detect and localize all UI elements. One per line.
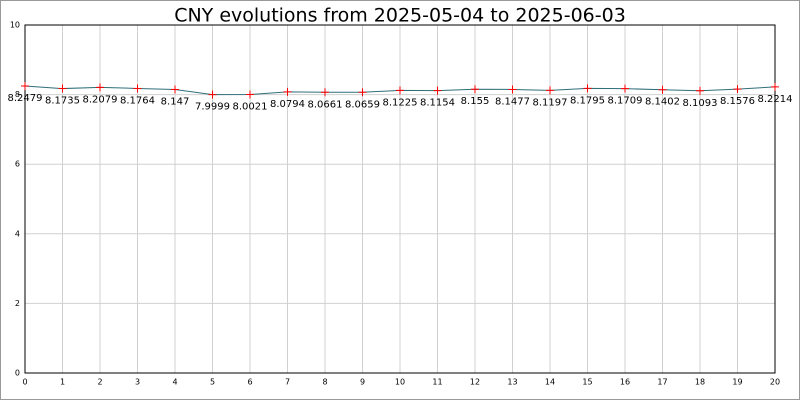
data-label: 8.1709: [608, 96, 643, 107]
point-marker: [658, 85, 667, 94]
data-label: 8.155: [461, 96, 490, 107]
point-marker: [508, 85, 517, 94]
data-label: 8.1576: [720, 96, 755, 107]
data-label: 7.9999: [195, 102, 230, 113]
x-tick-label: 4: [172, 378, 177, 387]
x-tick-label: 11: [432, 378, 442, 387]
x-tick-label: 13: [507, 378, 517, 387]
x-tick-label: 20: [770, 378, 780, 387]
point-marker: [621, 84, 629, 93]
plot-border: [24, 24, 776, 374]
data-label: 8.1225: [383, 97, 418, 108]
x-tick-label: 6: [247, 378, 252, 387]
x-tick-label: 17: [657, 378, 667, 387]
data-label: 8.1093: [683, 98, 718, 109]
data-label: 8.1154: [420, 98, 455, 109]
data-label: 8.1402: [645, 97, 680, 108]
y-tick-label: 4: [15, 229, 20, 238]
x-tick-label: 19: [732, 378, 742, 387]
x-tick-label: 10: [395, 378, 405, 387]
point-marker: [583, 84, 592, 93]
data-label: 8.1795: [570, 95, 605, 106]
x-tick-label: 15: [582, 378, 592, 387]
y-tick-label: 2: [15, 299, 20, 308]
point-marker: [396, 86, 404, 95]
chart-title: CNY evolutions from 2025-05-04 to 2025-0…: [174, 5, 626, 27]
point-marker: [733, 85, 742, 94]
point-marker: [358, 88, 367, 97]
point-marker: [96, 83, 104, 92]
data-label: 8.1735: [45, 96, 80, 107]
point-marker: [133, 84, 142, 93]
y-tick-label: 0: [15, 369, 20, 378]
point-marker: [696, 86, 704, 95]
y-tick-label: 10: [10, 21, 20, 30]
data-label: 8.2214: [758, 94, 793, 105]
data-label: 8.1197: [533, 97, 568, 108]
x-tick-label: 9: [360, 378, 365, 387]
point-marker: [546, 86, 554, 95]
x-tick-label: 12: [470, 378, 480, 387]
x-tick-label: 5: [210, 378, 215, 387]
x-tick-label: 1: [60, 378, 65, 387]
data-label: 8.0659: [345, 99, 380, 110]
point-marker: [321, 88, 329, 97]
x-tick-label: 14: [545, 378, 555, 387]
point-marker: [433, 86, 442, 95]
data-label: 8.2479: [8, 93, 43, 104]
y-tick-label: 6: [15, 160, 20, 169]
point-marker: [771, 82, 779, 91]
x-tick-label: 2: [97, 378, 102, 387]
x-tick-label: 16: [620, 378, 630, 387]
data-label: 8.147: [161, 96, 190, 107]
x-tick-label: 18: [695, 378, 705, 387]
point-marker: [471, 85, 479, 94]
x-tick-label: 7: [285, 378, 290, 387]
data-label: 8.2079: [83, 94, 118, 105]
data-label: 8.0021: [233, 102, 268, 113]
point-marker: [21, 81, 29, 90]
data-label: 8.0794: [270, 99, 305, 110]
data-label: 8.1764: [120, 95, 155, 106]
x-tick-label: 8: [322, 378, 327, 387]
point-marker: [58, 84, 67, 93]
point-marker: [246, 90, 254, 99]
data-label: 8.1477: [495, 96, 530, 107]
point-marker: [171, 85, 179, 94]
point-marker: [283, 87, 292, 96]
point-marker: [208, 90, 217, 99]
data-label: 8.0661: [308, 99, 343, 110]
x-tick-label: 0: [22, 378, 27, 387]
y-tick-label: 8: [15, 90, 20, 99]
x-tick-label: 3: [135, 378, 140, 387]
